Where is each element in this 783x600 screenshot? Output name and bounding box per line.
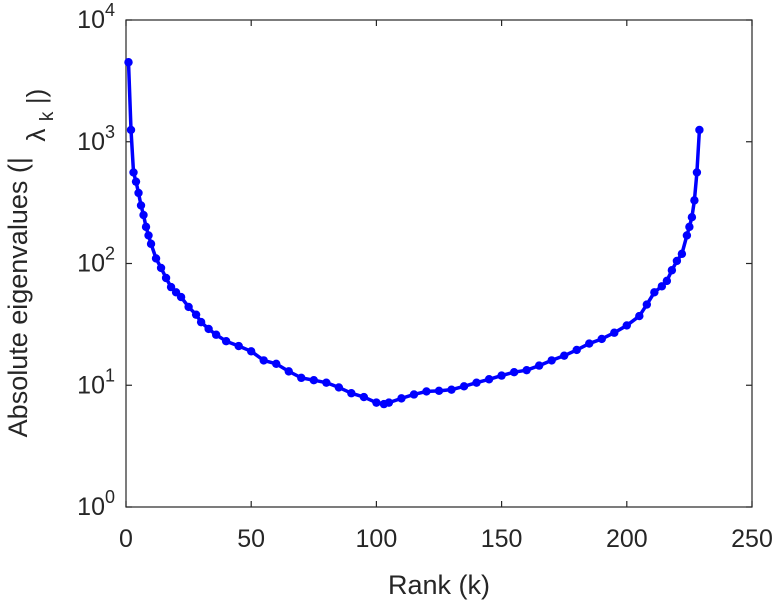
data-point (247, 347, 256, 356)
x-tick-label: 100 (356, 525, 398, 553)
data-point (560, 351, 569, 360)
data-point (534, 361, 544, 370)
data-point (447, 385, 456, 394)
data-point (695, 125, 704, 135)
data-point (124, 58, 133, 67)
x-tick-label: 0 (119, 525, 133, 553)
data-point (547, 356, 556, 365)
y-tick-label: 100 (77, 487, 115, 521)
data-point (166, 282, 176, 292)
data-point (359, 392, 369, 402)
data-point (667, 266, 677, 275)
data-point (687, 213, 697, 222)
series-layer (124, 58, 704, 409)
y-tick-label: 102 (77, 244, 115, 278)
data-point (459, 382, 469, 391)
data-point (322, 378, 331, 387)
data-point (422, 387, 431, 396)
data-point (146, 239, 156, 249)
data-point (184, 302, 193, 312)
data-point (134, 188, 143, 198)
data-point (161, 273, 171, 283)
data-point (334, 383, 344, 392)
data-point (657, 282, 667, 291)
y-axis-label-symbol: λ (21, 129, 51, 142)
x-axis: 0 50 100 150 200 250 (119, 20, 773, 553)
data-point (434, 386, 444, 396)
data-point (139, 210, 148, 220)
data-point (484, 375, 494, 384)
y-axis-label-suffix: |) (21, 89, 51, 104)
data-point (141, 222, 151, 232)
y-tick-label: 104 (77, 0, 115, 34)
data-point (692, 168, 702, 177)
data-point (136, 201, 146, 210)
data-point (272, 359, 281, 369)
svg-text:Absolute eigenvalues (|: Absolute eigenvalues (| λ k |) (3, 89, 59, 438)
data-point (635, 311, 644, 321)
y-axis-label: Absolute eigenvalues (| λ k |) (3, 89, 59, 438)
data-point (176, 292, 186, 302)
data-point (144, 231, 153, 240)
x-tick-label: 250 (731, 525, 773, 553)
data-point (397, 394, 406, 403)
y-axis: 100 101 102 103 104 (77, 0, 752, 521)
data-point (610, 328, 619, 337)
data-point (372, 398, 381, 407)
data-point (522, 365, 531, 375)
data-point (409, 390, 419, 399)
data-point (497, 371, 506, 380)
data-point (690, 196, 699, 205)
data-point (509, 367, 519, 377)
data-point (662, 276, 672, 286)
data-point (126, 125, 136, 135)
data-point (347, 389, 356, 398)
x-tick-label: 200 (606, 525, 648, 553)
data-point (642, 300, 652, 309)
y-tick-label: 101 (77, 365, 115, 399)
data-point (211, 330, 221, 339)
data-point (196, 317, 206, 327)
x-tick-label: 50 (237, 525, 265, 553)
data-point (472, 378, 481, 387)
data-point (585, 339, 594, 348)
data-point (309, 376, 318, 385)
data-point (284, 367, 293, 376)
data-point (384, 398, 394, 407)
data-point (682, 231, 692, 240)
data-point (685, 222, 694, 232)
data-point (221, 337, 231, 346)
y-axis-label-subscript: k (37, 111, 58, 121)
data-point (622, 321, 631, 330)
x-axis-label: Rank (k) (388, 570, 490, 600)
data-point (129, 168, 138, 177)
data-point (191, 310, 201, 319)
data-point (572, 345, 581, 355)
x-tick-label: 150 (481, 525, 523, 553)
data-point (597, 334, 606, 344)
data-point (677, 249, 687, 259)
y-axis-label-prefix: Absolute eigenvalues (| (3, 157, 33, 437)
data-point (131, 177, 141, 186)
data-point (672, 256, 682, 266)
data-point (156, 263, 166, 273)
data-point (259, 356, 268, 365)
data-point (204, 324, 213, 334)
data-point (151, 254, 161, 263)
data-point (234, 341, 243, 351)
data-point (650, 288, 659, 297)
y-tick-label: 103 (77, 122, 115, 156)
data-point (297, 373, 306, 383)
plot-area (125, 19, 753, 508)
